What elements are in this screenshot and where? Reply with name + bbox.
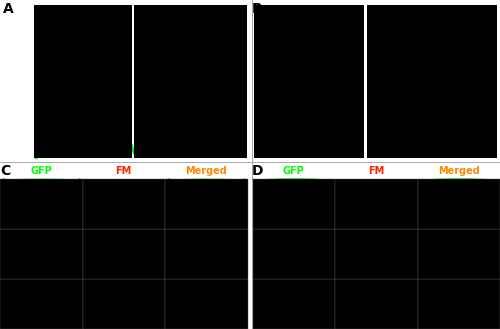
- Text: PIN3: PIN3: [254, 180, 272, 186]
- Text: PIN3: PIN3: [36, 7, 58, 15]
- Text: FM: FM: [116, 166, 132, 176]
- Text: Merged: Merged: [186, 166, 227, 176]
- Text: GFP: GFP: [30, 166, 52, 176]
- Text: C: C: [0, 164, 10, 178]
- Text: M3PIN3: M3PIN3: [136, 7, 172, 15]
- Text: 3m1PIN3: 3m1PIN3: [254, 280, 290, 286]
- Text: M3PIN3: M3PIN3: [2, 230, 32, 236]
- Polygon shape: [468, 244, 486, 262]
- Text: FM: FM: [368, 166, 384, 176]
- Text: B: B: [252, 2, 262, 16]
- Polygon shape: [278, 244, 296, 262]
- Text: D: D: [252, 164, 263, 178]
- Text: PIN3: PIN3: [256, 7, 278, 15]
- Text: 3m1PIN3: 3m1PIN3: [2, 280, 37, 286]
- Text: GFP: GFP: [283, 166, 304, 176]
- Text: M3PIN3: M3PIN3: [254, 230, 284, 236]
- Text: Merged: Merged: [438, 166, 480, 176]
- Text: PIN3: PIN3: [2, 180, 20, 186]
- Text: M3PIN3: M3PIN3: [368, 7, 404, 15]
- Text: A: A: [2, 2, 13, 16]
